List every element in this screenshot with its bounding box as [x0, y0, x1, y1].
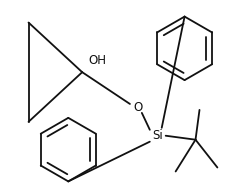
Text: OH: OH	[88, 54, 106, 67]
Text: Si: Si	[152, 129, 162, 142]
Text: O: O	[133, 101, 142, 114]
